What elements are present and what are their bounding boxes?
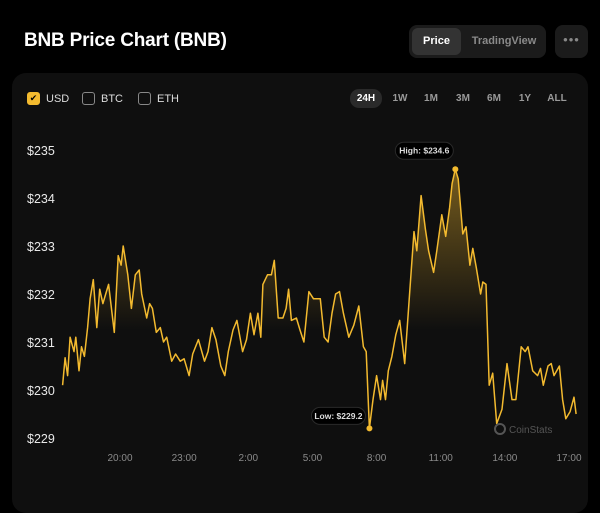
price-chart: $235 $234 $233 $232 $231 $230 $229 20:00 23:00 2… xyxy=(0,0,600,497)
y-tick-label: $230 xyxy=(27,384,55,398)
x-tick-label: 5:00 xyxy=(303,453,323,464)
y-tick-label: $231 xyxy=(27,336,55,350)
low-marker xyxy=(366,425,372,431)
x-tick-label: 14:00 xyxy=(492,453,517,464)
y-tick-label: $235 xyxy=(27,144,55,158)
y-tick-label: $233 xyxy=(27,240,55,254)
x-tick-label: 8:00 xyxy=(367,453,387,464)
x-tick-label: 17:00 xyxy=(556,453,581,464)
x-tick-label: 2:00 xyxy=(239,453,259,464)
high-marker xyxy=(452,166,458,172)
watermark-text: CoinStats xyxy=(509,425,552,436)
x-tick-label: 20:00 xyxy=(107,453,132,464)
y-tick-label: $229 xyxy=(27,432,55,446)
y-tick-label: $232 xyxy=(27,288,55,302)
price-area-fill xyxy=(63,169,577,438)
high-label: High: $234.6 xyxy=(399,146,449,156)
low-label: Low: $229.2 xyxy=(314,411,362,421)
y-tick-label: $234 xyxy=(27,192,55,206)
x-tick-label: 23:00 xyxy=(172,453,197,464)
x-tick-label: 11:00 xyxy=(429,453,454,464)
